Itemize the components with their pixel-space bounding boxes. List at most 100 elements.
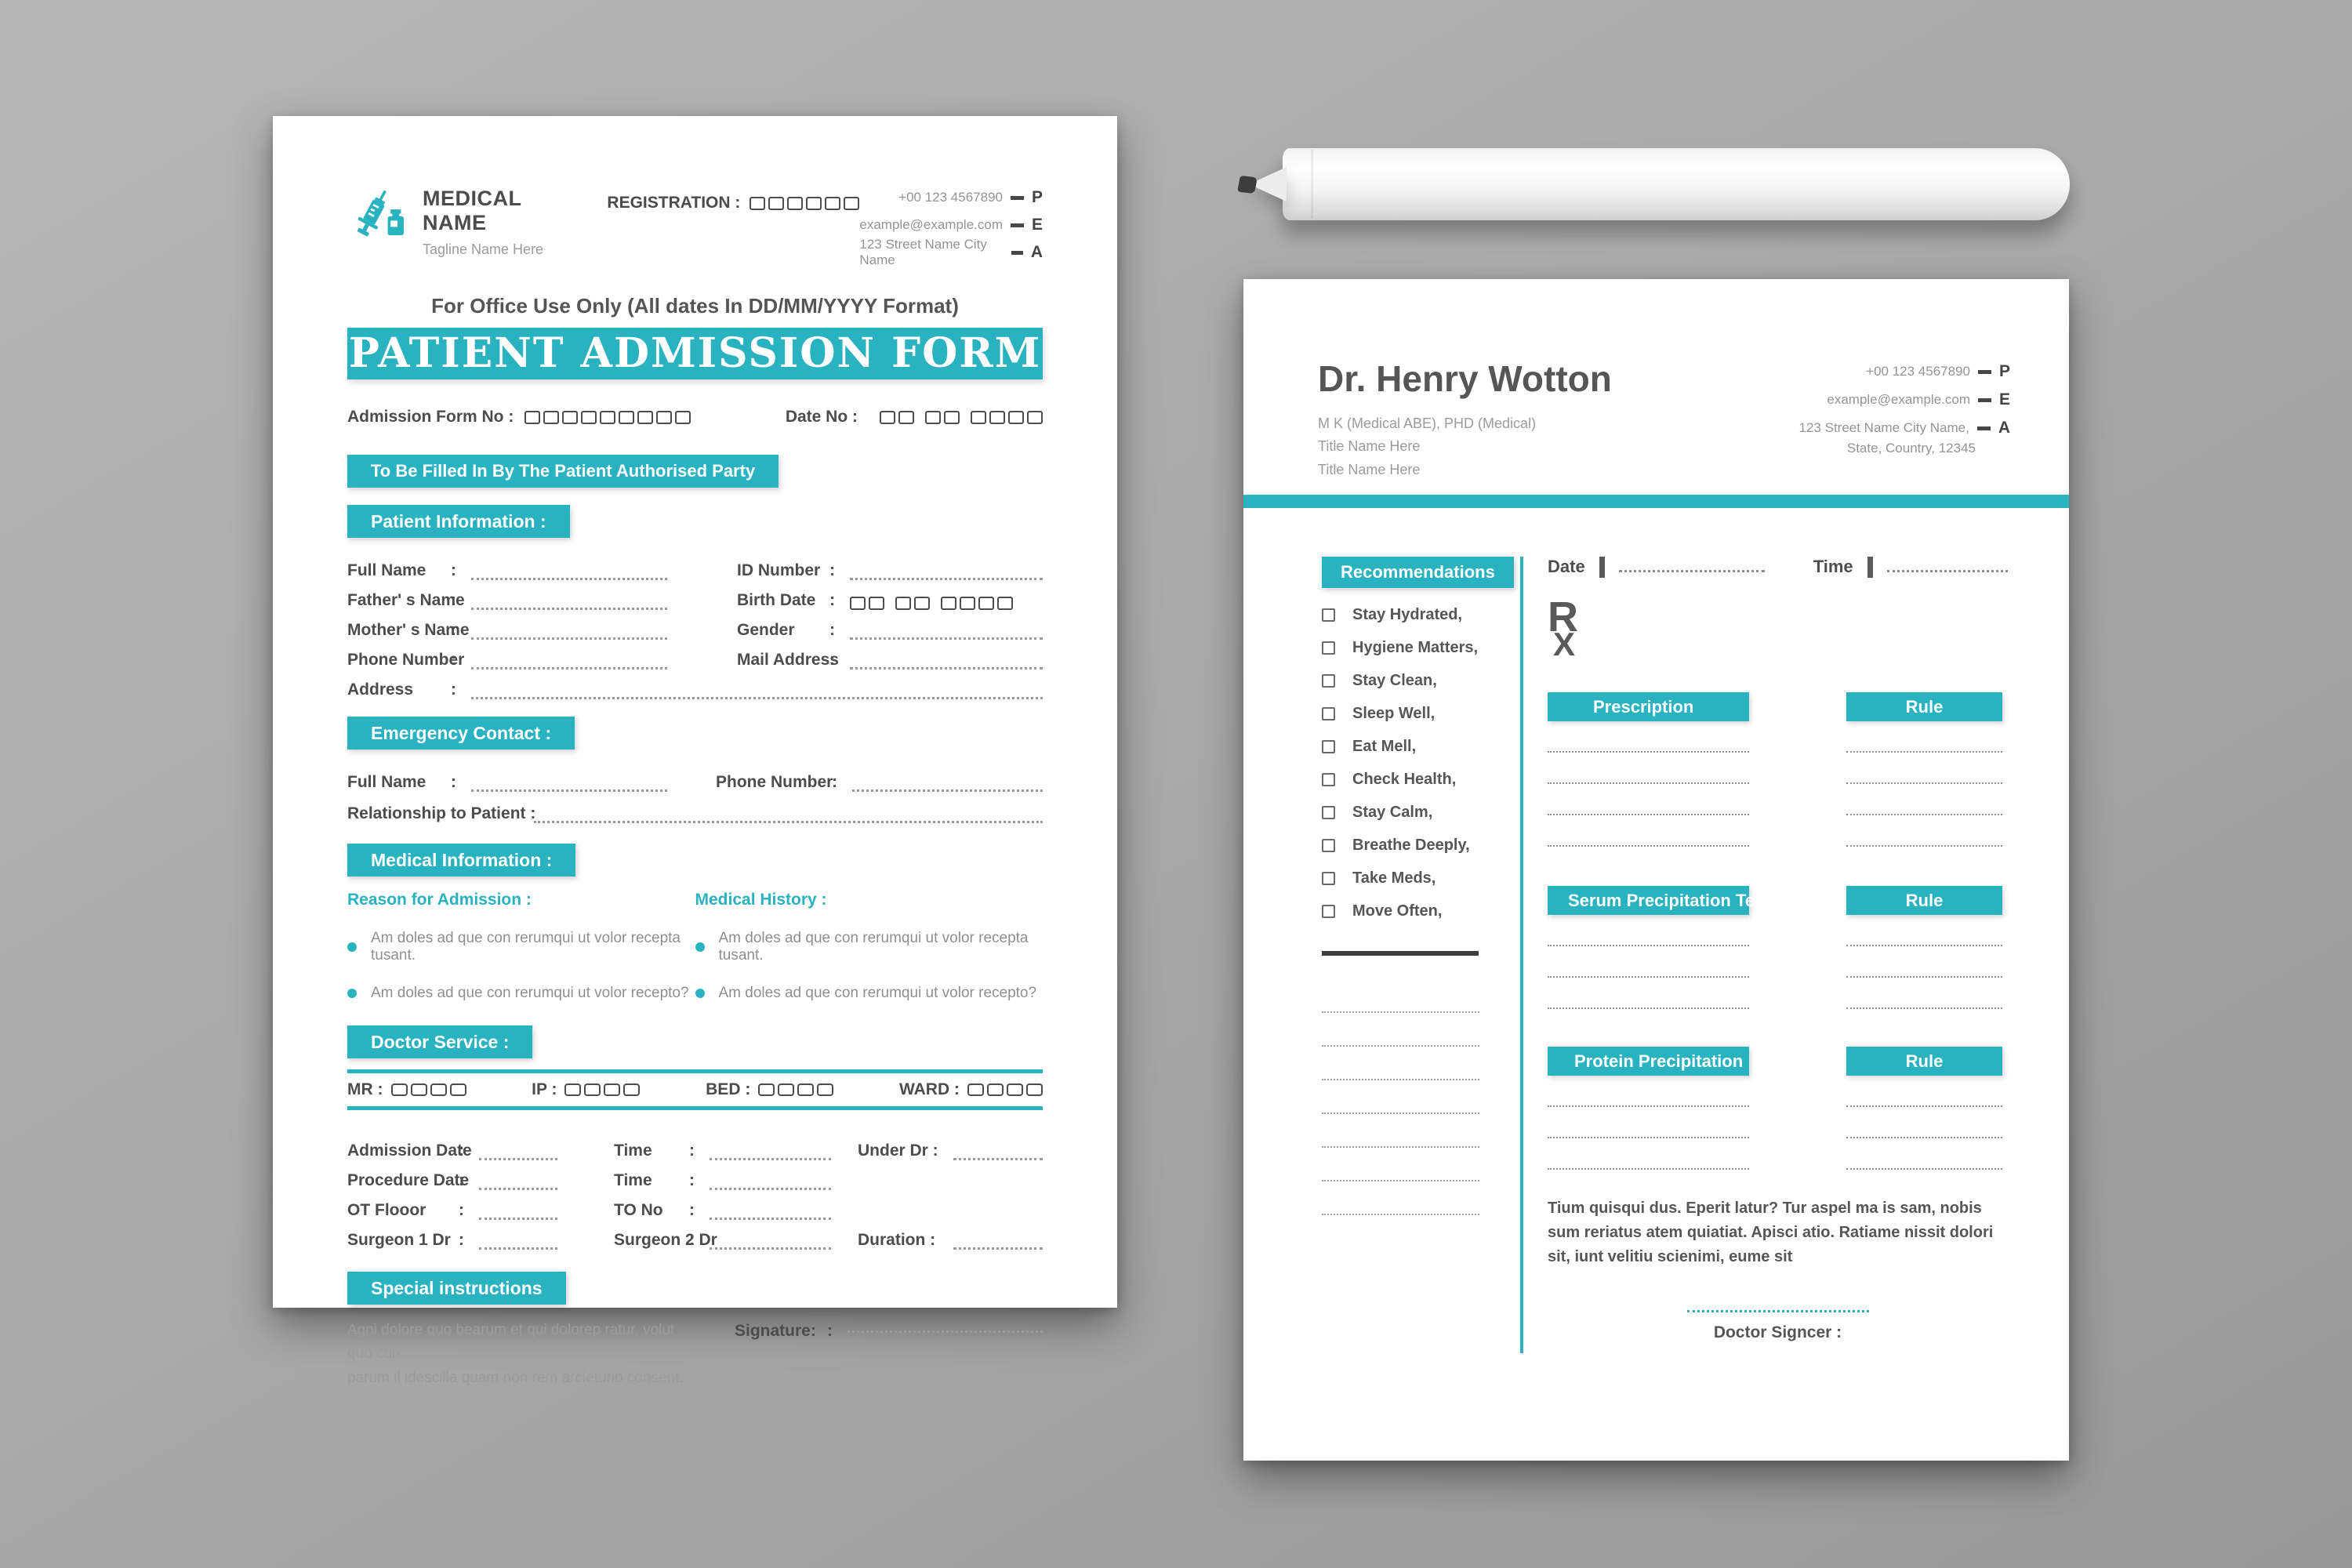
bed-box[interactable] [778,1083,795,1096]
prescription-input-line[interactable] [1548,753,1749,784]
rule-input-line[interactable] [1846,915,2002,946]
note-input-line[interactable] [1322,1181,1479,1215]
emergency-phone-input-line[interactable] [852,776,1043,792]
under-dr-input-line[interactable] [953,1145,1043,1160]
registration-box[interactable] [787,196,804,210]
date-box[interactable] [989,410,1005,424]
note-input-line[interactable] [1322,1047,1479,1080]
protein-input-line[interactable] [1548,1138,1749,1170]
ip-box[interactable] [584,1083,601,1096]
signer-input-line[interactable] [1686,1309,1869,1312]
birth-box[interactable] [997,597,1013,610]
prescription-input-line[interactable] [1548,721,1749,753]
birth-box[interactable] [960,597,975,610]
bed-box[interactable] [797,1083,815,1096]
recommendation-checkbox[interactable] [1322,805,1335,819]
date-box[interactable] [1027,410,1043,424]
birth-box[interactable] [978,597,994,610]
birth-box[interactable] [895,597,911,610]
note-input-line[interactable] [1322,1148,1479,1181]
full-name-input-line[interactable] [471,564,667,580]
ward-box[interactable] [1006,1083,1023,1096]
surgeon1-input-line[interactable] [479,1234,557,1250]
recommendation-checkbox[interactable] [1322,871,1335,885]
birth-box[interactable] [914,597,930,610]
birth-box[interactable] [850,597,866,610]
admission-no-box[interactable] [524,410,541,424]
rule-input-line[interactable] [1846,721,2002,753]
mr-box[interactable] [430,1083,447,1096]
ip-box[interactable] [604,1083,621,1096]
admission-date-input-line[interactable] [479,1145,557,1160]
recommendation-checkbox[interactable] [1322,739,1335,753]
rule-input-line[interactable] [1846,753,2002,784]
relationship-input-line[interactable] [534,808,1043,823]
admission-no-box[interactable] [675,410,691,424]
ward-box[interactable] [967,1083,984,1096]
rule-input-line[interactable] [1846,784,2002,815]
ip-box[interactable] [564,1083,582,1096]
recommendation-checkbox[interactable] [1322,904,1335,918]
time-input-line[interactable] [1886,561,2008,573]
procedure-time-input-line[interactable] [710,1174,831,1190]
signature-input-line[interactable] [848,1322,1043,1333]
bed-box[interactable] [817,1083,834,1096]
rule-input-line[interactable] [1846,1138,2002,1170]
rule-input-line[interactable] [1846,815,2002,847]
birth-day-boxes[interactable] [850,597,884,610]
admission-no-box[interactable] [619,410,635,424]
recommendation-checkbox[interactable] [1322,772,1335,786]
registration-boxes[interactable] [750,196,860,210]
ward-box[interactable] [986,1083,1004,1096]
date-no-month-boxes[interactable] [925,410,960,424]
rule-input-line[interactable] [1846,1076,2002,1107]
mail-address-input-line[interactable] [850,654,1043,670]
registration-box[interactable] [768,196,785,210]
date-box[interactable] [971,410,986,424]
registration-box[interactable] [806,196,822,210]
ip-box[interactable] [623,1083,641,1096]
to-no-input-line[interactable] [710,1204,831,1220]
admission-no-box[interactable] [581,410,597,424]
note-input-line[interactable] [1322,1080,1479,1114]
mr-boxes[interactable] [390,1083,466,1096]
ward-box[interactable] [1025,1083,1043,1096]
note-input-line[interactable] [1322,1114,1479,1148]
prescription-input-line[interactable] [1548,784,1749,815]
mr-box[interactable] [410,1083,427,1096]
rule-input-line[interactable] [1846,1107,2002,1138]
date-box[interactable] [880,410,895,424]
recommendation-checkbox[interactable] [1322,673,1335,688]
mr-box[interactable] [390,1083,408,1096]
ot-floor-input-line[interactable] [479,1204,557,1220]
duration-input-line[interactable] [953,1234,1043,1250]
date-input-line[interactable] [1618,561,1765,573]
ip-boxes[interactable] [564,1083,641,1096]
note-input-line[interactable] [1322,979,1479,1013]
gender-input-line[interactable] [850,624,1043,640]
bed-box[interactable] [758,1083,775,1096]
birth-month-boxes[interactable] [895,597,930,610]
address-input-line[interactable] [471,684,1043,699]
admission-time-input-line[interactable] [710,1145,831,1160]
admission-no-box[interactable] [637,410,654,424]
birth-box[interactable] [941,597,956,610]
emergency-name-input-line[interactable] [471,776,667,792]
recommendation-checkbox[interactable] [1322,608,1335,622]
phone-number-input-line[interactable] [471,654,667,670]
birth-year-boxes[interactable] [941,597,1013,610]
birth-box[interactable] [869,597,884,610]
admission-no-box[interactable] [543,410,560,424]
registration-box[interactable] [750,196,766,210]
serum-input-line[interactable] [1548,978,1749,1009]
admission-no-boxes[interactable] [524,410,691,424]
ward-boxes[interactable] [967,1083,1043,1096]
date-no-day-boxes[interactable] [880,410,914,424]
rule-input-line[interactable] [1846,978,2002,1009]
mother-name-input-line[interactable] [471,624,667,640]
note-input-line[interactable] [1322,1013,1479,1047]
prescription-input-line[interactable] [1548,815,1749,847]
protein-input-line[interactable] [1548,1107,1749,1138]
admission-no-box[interactable] [600,410,616,424]
protein-input-line[interactable] [1548,1076,1749,1107]
